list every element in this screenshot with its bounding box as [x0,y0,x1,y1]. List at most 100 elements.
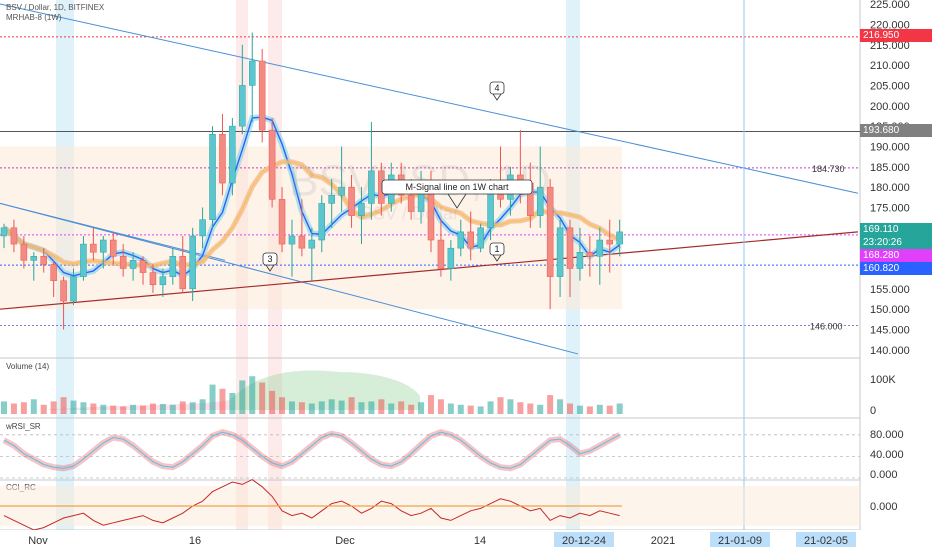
volume-tick-1: 0 [870,405,876,417]
volume-bar-54 [537,404,544,414]
callout-box [381,179,533,195]
candle-body-9 [90,243,97,253]
candle-body-11 [109,239,117,257]
candle-body-54 [536,186,544,216]
candle-body-6 [60,280,67,302]
volume-bar-17 [169,404,176,414]
callout-pointer [447,193,467,209]
time-label-bg-6 [710,532,770,547]
candle-body-37 [368,170,375,204]
volume-bar-19 [189,402,196,414]
volume-bar-0 [1,401,7,414]
volume-bar-16 [159,403,166,414]
price-label-last: 169.110 [860,223,932,236]
rsi-line [3,431,620,469]
candle-body-18 [179,256,186,290]
candle-body-61 [606,239,613,245]
price-label-168: 168.280 [860,249,932,262]
price-tick-0: 225.000 [870,0,910,11]
volume-bar-6 [60,397,67,414]
volume-bar-21 [209,384,216,414]
volume-bar-2 [20,402,27,414]
volume-bar-41 [408,404,415,414]
volume-bar-57 [567,403,574,414]
indicator-header[interactable]: MRHAB-8 (1W) [6,13,62,22]
rsi-title: wRSI_SR [5,422,41,431]
rsi-tick-0: 80.000 [870,429,904,441]
level-label-184: 184.730 [812,164,845,174]
time-label-6: 21-01-09 [718,535,762,547]
volume-bar-49 [487,401,494,414]
volume-bar-25 [249,376,256,414]
volume-bar-53 [527,403,534,414]
volume-bar-23 [229,393,236,414]
volume-bar-33 [328,399,335,414]
watermark-name: BSV / Dollar [361,204,459,224]
wave-marker-0: 4 [494,83,499,93]
volume-bar-1 [10,403,17,414]
candle-body-14 [139,260,147,273]
candle-body-16 [159,276,167,286]
candle-body-41 [407,195,415,212]
candle-body-3 [30,256,38,261]
volume-bar-58 [576,405,583,414]
candle-body-7 [70,276,77,302]
candle-body-31 [308,239,316,249]
candle-body-28 [278,199,286,245]
candle-body-62 [616,231,623,245]
volume-bar-20 [199,399,206,414]
candle-body-58 [576,251,584,269]
volume-bar-55 [547,395,554,414]
candle-body-57 [566,227,574,269]
trendline-upper [0,3,859,194]
countdown-timer-label: 23:20:26 [860,236,932,249]
candle-body-32 [318,203,326,241]
volume-bar-15 [149,403,156,414]
volume-bar-38 [378,399,385,414]
price-tick-5: 200.000 [870,101,910,113]
time-label-3: 14 [474,535,486,547]
volume-bar-60 [596,404,603,414]
candle-body-20 [199,219,206,237]
candle-body-36 [358,203,365,216]
volume-bar-51 [507,399,514,414]
volume-bar-29 [288,401,295,414]
price-tick-9: 180.000 [870,182,910,194]
candle-body-33 [328,195,335,204]
trendline-lower [0,202,579,355]
volume-bar-61 [606,405,613,414]
price-label-193: 193.680 [860,124,932,137]
rsi-band [2,428,622,472]
volume-bar-48 [477,406,484,414]
time-label-0: Nov [28,535,48,547]
candle-body-21 [209,134,216,220]
time-axis-bg [0,530,932,550]
candle-body-48 [477,227,484,249]
time-label-5: 2021 [651,535,675,547]
candle-body-12 [119,256,127,269]
volume-bar-56 [557,399,564,414]
price-tick-2: 215.000 [870,40,910,52]
volume-bar-10 [100,404,107,414]
volume-bar-62 [616,403,623,414]
volume-bar-50 [497,397,504,414]
candle-body-60 [596,239,604,257]
candle-body-0 [0,227,8,237]
candle-body-59 [586,251,594,257]
candle-body-34 [338,186,345,196]
price-tick-17: 140.000 [870,345,910,357]
candle-body-5 [50,264,57,281]
volume-bar-27 [269,390,276,414]
time-label-bg-7 [796,532,856,547]
candle-body-23 [229,125,236,184]
candle-body-4 [40,256,47,265]
symbol-header[interactable]: BSV / Dollar, 1D, BITFINEX [6,3,105,12]
candle-body-26 [258,60,266,131]
volume-tick-0: 100K [870,374,896,386]
volume-bar-44 [437,399,444,414]
price-tick-3: 210.000 [870,60,910,72]
volume-bar-30 [298,402,305,414]
wave-marker-pointer-1 [265,264,275,272]
